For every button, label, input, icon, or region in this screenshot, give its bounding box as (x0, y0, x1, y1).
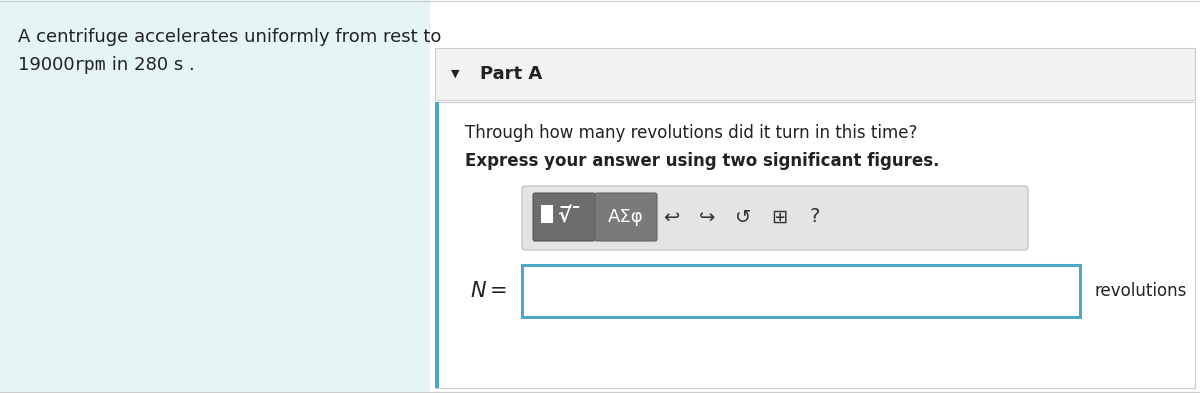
FancyBboxPatch shape (541, 205, 553, 223)
FancyBboxPatch shape (595, 193, 658, 241)
Text: A centrifuge accelerates uniformly from rest to: A centrifuge accelerates uniformly from … (18, 28, 442, 46)
FancyBboxPatch shape (522, 265, 1080, 317)
FancyBboxPatch shape (436, 102, 439, 388)
FancyBboxPatch shape (522, 186, 1028, 250)
Text: ↺: ↺ (734, 208, 751, 226)
Text: rpm: rpm (74, 56, 107, 74)
Text: ?: ? (810, 208, 820, 226)
Text: Part A: Part A (480, 65, 542, 83)
FancyBboxPatch shape (533, 193, 595, 241)
Text: Express your answer using two significant figures.: Express your answer using two significan… (466, 152, 940, 170)
FancyBboxPatch shape (436, 48, 1195, 100)
Text: √̅¯: √̅¯ (557, 207, 581, 227)
Text: $N =$: $N =$ (470, 281, 508, 301)
Text: ▼: ▼ (451, 69, 460, 79)
Text: in 280 s .: in 280 s . (106, 56, 194, 74)
FancyBboxPatch shape (430, 0, 1200, 393)
Text: ΑΣφ: ΑΣφ (608, 208, 644, 226)
FancyBboxPatch shape (0, 0, 430, 393)
Text: ↩: ↩ (662, 208, 679, 226)
Text: Through how many revolutions did it turn in this time?: Through how many revolutions did it turn… (466, 124, 917, 142)
Text: revolutions: revolutions (1094, 282, 1187, 300)
Text: ↪: ↪ (698, 208, 715, 226)
Text: ⊞: ⊞ (770, 208, 787, 226)
Text: 19000: 19000 (18, 56, 80, 74)
FancyBboxPatch shape (436, 102, 1195, 388)
